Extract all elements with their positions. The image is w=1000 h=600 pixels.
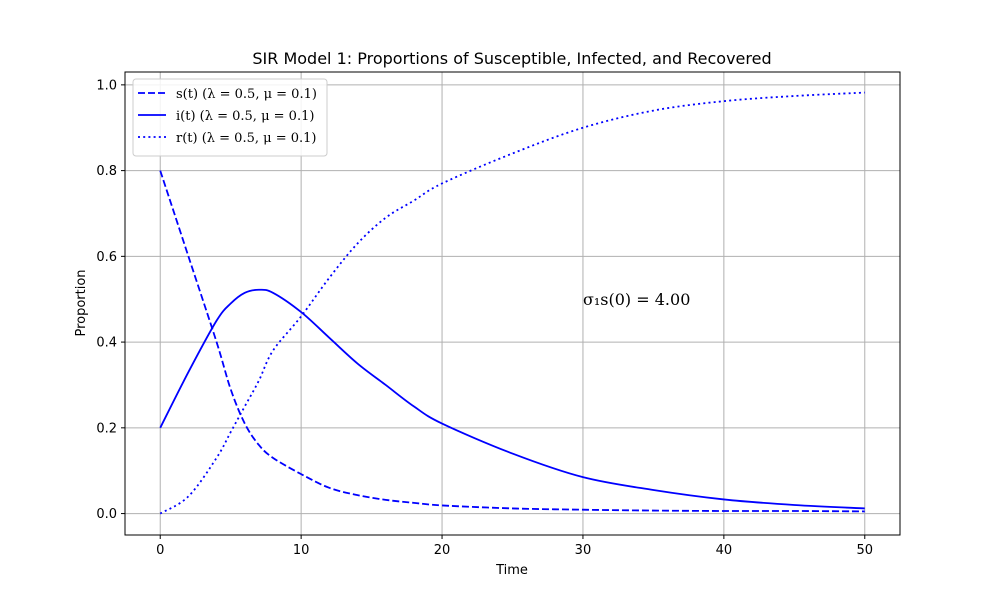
plot-frame	[124, 71, 901, 536]
y-tick-label: 0.4	[96, 336, 117, 351]
y-tick-label: 0.6	[96, 250, 117, 265]
x-axis-label: Time	[495, 563, 528, 578]
x-tick-label: 0	[156, 543, 164, 558]
y-axis-label: Proportion	[74, 269, 89, 336]
chart-title: SIR Model 1: Proportions of Susceptible,…	[252, 49, 771, 68]
y-tick-label: 0.0	[96, 507, 117, 522]
legend: s(t) (λ = 0.5, μ = 0.1) i(t) (λ = 0.5, μ …	[132, 78, 328, 157]
x-axis-ticks: 0 10 20 30 40 50	[156, 535, 873, 558]
series-line-2	[159, 91, 865, 515]
x-tick-label: 50	[856, 543, 873, 558]
y-tick-label: 0.8	[96, 164, 117, 179]
y-tick-label: 1.0	[96, 78, 117, 93]
x-tick-label: 10	[293, 543, 310, 558]
grid	[125, 72, 900, 535]
y-tick-label: 0.2	[96, 421, 117, 436]
y-axis-ticks: 0.0 0.2 0.4 0.6 0.8 1.0	[96, 78, 125, 522]
legend-label-0: s(t) (λ = 0.5, μ = 0.1)	[176, 87, 317, 102]
x-tick-label: 30	[575, 543, 592, 558]
legend-label-2: r(t) (λ = 0.5, μ = 0.1)	[176, 131, 316, 146]
series-line-0	[159, 170, 865, 513]
legend-box	[132, 78, 328, 157]
plot-series	[159, 91, 865, 515]
legend-label-1: i(t) (λ = 0.5, μ = 0.1)	[176, 109, 314, 124]
annotation-text: σ₁s(0) = 4.00	[583, 290, 690, 309]
x-tick-label: 20	[434, 543, 451, 558]
series-line-1	[159, 288, 865, 510]
x-tick-label: 40	[716, 543, 733, 558]
